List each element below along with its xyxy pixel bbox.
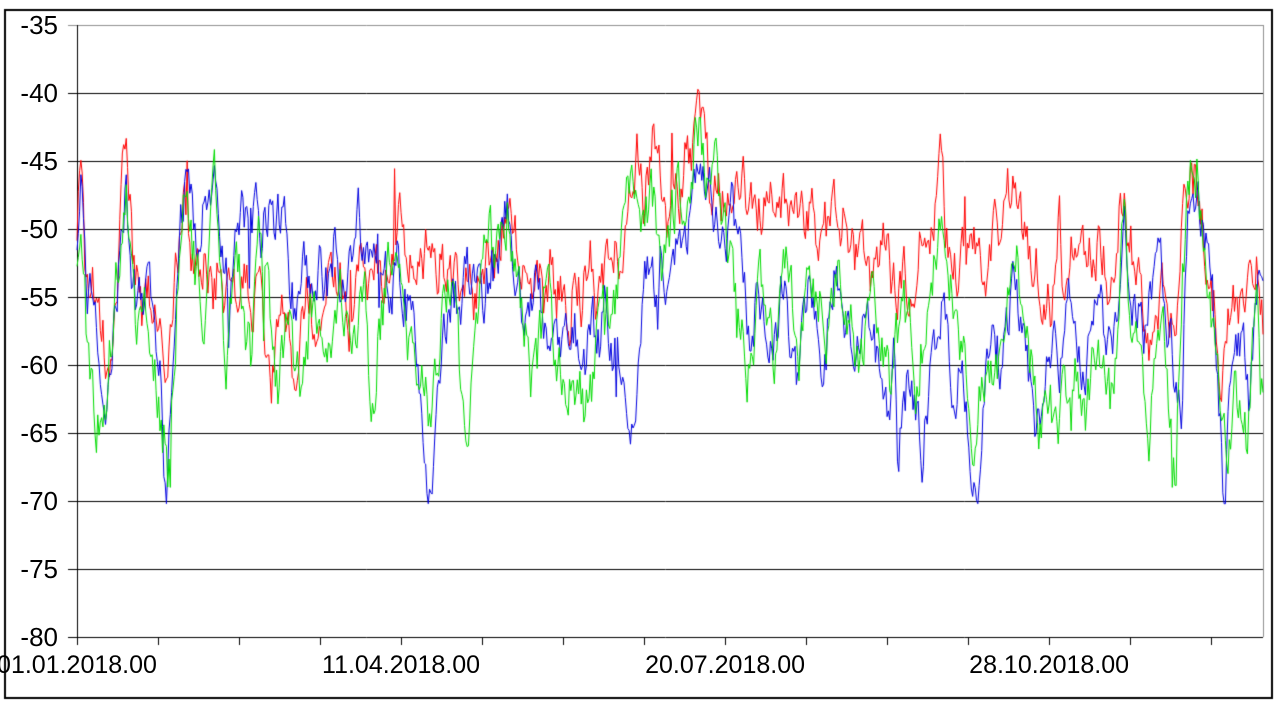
y-axis-label: -40 (20, 78, 58, 108)
y-axis-label: -45 (20, 146, 58, 176)
y-axis-label: -50 (20, 214, 58, 244)
y-axis-label: -60 (20, 350, 58, 380)
x-axis-label: 20.07.2018.00 (645, 651, 806, 679)
x-axis-label: 01.01.2018.00 (0, 651, 157, 679)
y-axis-label: -35 (20, 10, 58, 40)
y-axis-label: -55 (20, 282, 58, 312)
x-axis-label: 11.04.2018.00 (322, 651, 481, 679)
x-axis-label: 28.10.2018.00 (969, 651, 1130, 679)
y-axis-label: -70 (20, 486, 58, 516)
y-axis-label: -80 (20, 622, 58, 652)
y-axis-label: -65 (20, 418, 58, 448)
y-axis-label: -75 (20, 554, 58, 584)
